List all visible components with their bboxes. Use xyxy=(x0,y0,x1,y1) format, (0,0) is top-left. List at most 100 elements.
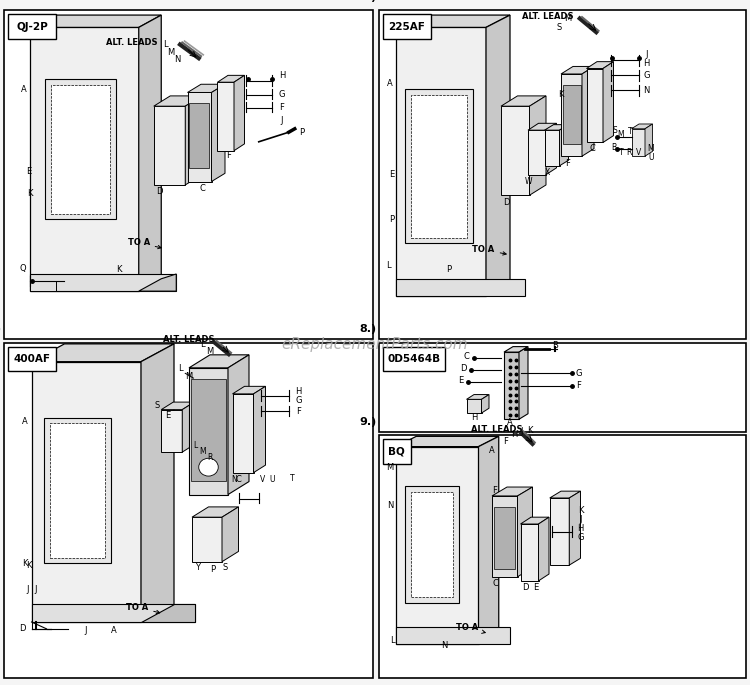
Polygon shape xyxy=(396,447,478,644)
Text: F: F xyxy=(296,406,301,416)
Text: 400AF: 400AF xyxy=(13,354,50,364)
Text: D: D xyxy=(157,187,163,197)
Text: H: H xyxy=(578,524,584,534)
Polygon shape xyxy=(546,123,556,175)
Text: B: B xyxy=(611,143,616,153)
Text: G: G xyxy=(644,71,650,80)
Text: F: F xyxy=(280,103,284,112)
Polygon shape xyxy=(586,68,603,142)
Text: TO A: TO A xyxy=(472,245,506,255)
Text: E: E xyxy=(458,376,463,386)
Polygon shape xyxy=(632,129,645,156)
Text: M: M xyxy=(564,14,572,23)
Polygon shape xyxy=(141,604,195,622)
Text: A: A xyxy=(21,84,27,94)
Text: 9.): 9.) xyxy=(359,416,376,427)
Polygon shape xyxy=(544,130,560,166)
Circle shape xyxy=(199,458,218,476)
Text: G: G xyxy=(279,90,285,99)
Text: U: U xyxy=(648,153,654,162)
Text: Y: Y xyxy=(195,562,200,572)
Text: P: P xyxy=(210,565,214,575)
Text: K: K xyxy=(26,560,32,570)
Text: F: F xyxy=(503,436,508,446)
Text: C: C xyxy=(590,144,596,153)
Polygon shape xyxy=(217,82,234,151)
Polygon shape xyxy=(504,352,519,419)
Text: P: P xyxy=(446,264,451,274)
Text: BQ: BQ xyxy=(388,447,405,456)
Text: J: J xyxy=(84,625,87,635)
Polygon shape xyxy=(185,96,202,185)
Polygon shape xyxy=(139,274,176,291)
Text: N: N xyxy=(387,501,393,510)
Polygon shape xyxy=(254,386,266,473)
Polygon shape xyxy=(520,524,538,581)
Polygon shape xyxy=(30,15,161,27)
Polygon shape xyxy=(228,355,249,495)
Polygon shape xyxy=(30,27,139,291)
Text: V: V xyxy=(260,475,266,484)
Text: M: M xyxy=(386,462,394,472)
Polygon shape xyxy=(217,75,244,82)
Polygon shape xyxy=(519,347,528,419)
Text: K: K xyxy=(558,90,564,99)
Text: K: K xyxy=(22,558,28,568)
Text: T: T xyxy=(619,147,623,157)
Bar xyxy=(382,439,411,464)
Text: D: D xyxy=(460,364,466,373)
Text: J: J xyxy=(645,50,648,60)
Text: R: R xyxy=(626,147,632,157)
Text: D: D xyxy=(20,624,26,634)
Polygon shape xyxy=(528,130,546,175)
Bar xyxy=(4,10,373,339)
Bar xyxy=(494,507,515,569)
Polygon shape xyxy=(141,344,174,622)
Bar xyxy=(405,89,472,243)
Polygon shape xyxy=(482,395,489,413)
Bar xyxy=(191,379,226,481)
Text: K: K xyxy=(578,506,584,515)
Text: D: D xyxy=(522,583,528,593)
Polygon shape xyxy=(154,106,185,185)
Text: T: T xyxy=(628,127,632,136)
Text: L: L xyxy=(163,40,167,49)
Polygon shape xyxy=(192,507,238,517)
Text: H: H xyxy=(512,430,518,440)
Polygon shape xyxy=(504,347,528,352)
Text: 8.): 8.) xyxy=(359,324,376,334)
Text: K: K xyxy=(116,264,122,274)
Text: TO A: TO A xyxy=(456,623,485,634)
Polygon shape xyxy=(550,498,569,565)
Text: N: N xyxy=(441,641,447,651)
Text: A: A xyxy=(489,446,495,456)
Polygon shape xyxy=(569,491,580,565)
Polygon shape xyxy=(222,507,238,562)
Bar xyxy=(51,85,110,214)
Polygon shape xyxy=(32,362,141,622)
Text: S: S xyxy=(556,23,561,32)
Polygon shape xyxy=(645,124,652,156)
Polygon shape xyxy=(188,92,211,182)
Text: G: G xyxy=(578,533,584,543)
Text: X: X xyxy=(544,168,550,177)
Polygon shape xyxy=(561,66,594,74)
Polygon shape xyxy=(561,74,582,156)
Polygon shape xyxy=(486,15,510,296)
Polygon shape xyxy=(396,627,510,644)
Text: F: F xyxy=(566,158,570,168)
Text: 0D5464B: 0D5464B xyxy=(387,354,440,364)
Text: F: F xyxy=(226,151,231,160)
Text: L: L xyxy=(193,440,197,450)
Text: H: H xyxy=(279,71,285,80)
Polygon shape xyxy=(501,106,530,195)
Polygon shape xyxy=(603,62,613,142)
Text: E: E xyxy=(388,170,394,179)
Polygon shape xyxy=(192,517,222,562)
Polygon shape xyxy=(492,487,532,496)
Bar xyxy=(411,492,453,597)
Text: V: V xyxy=(636,147,641,157)
Text: Q: Q xyxy=(20,264,26,273)
Polygon shape xyxy=(189,355,249,368)
Polygon shape xyxy=(182,402,194,452)
